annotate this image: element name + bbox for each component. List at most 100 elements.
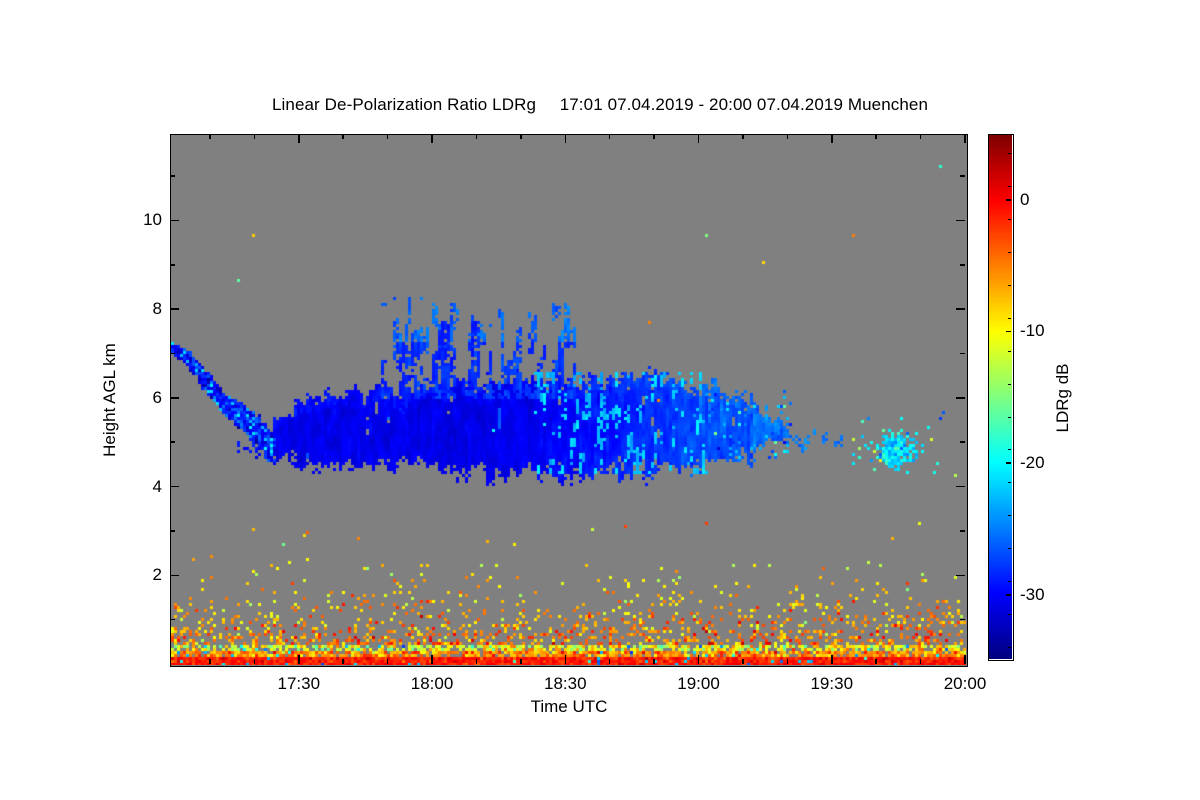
- colorbar-tick-label: -10: [1020, 321, 1045, 341]
- x-tick-minor-top: [475, 134, 478, 139]
- x-tick-minor: [475, 659, 478, 664]
- x-tick-major: [697, 655, 700, 664]
- colorbar-tick-minor: [1008, 482, 1011, 484]
- x-tick-minor-top: [520, 134, 522, 139]
- y-tick-minor-right: [960, 352, 965, 355]
- colorbar-tick-minor: [1008, 186, 1011, 188]
- colorbar-tick-minor: [1008, 449, 1011, 451]
- y-tick-minor: [170, 175, 175, 177]
- y-tick-minor-right: [960, 441, 965, 443]
- x-tick-major: [831, 655, 833, 664]
- colorbar-tick-minor: [1008, 548, 1011, 550]
- y-tick-label: 8: [152, 299, 162, 319]
- colorbar-tick-label: 0: [1020, 189, 1030, 209]
- y-axis-title: Height AGL km: [100, 343, 119, 457]
- x-tick-minor-top: [919, 134, 922, 139]
- y-tick-minor: [170, 352, 175, 355]
- x-axis-title: Time UTC: [530, 697, 608, 716]
- ldr-heatmap-canvas: [171, 135, 966, 665]
- y-tick-major: [170, 485, 179, 488]
- x-tick-major-top: [298, 134, 300, 143]
- x-tick-minor: [875, 659, 877, 664]
- y-tick-minor: [170, 618, 175, 621]
- x-tick-label: 18:00: [410, 674, 454, 693]
- title-time-range: 17:01 07.04.2019 - 20:00 07.04.2019 Muen…: [559, 95, 929, 114]
- colorbar-tick-minor: [1008, 515, 1011, 517]
- x-tick-major: [564, 655, 567, 664]
- x-tick-label: 19:00: [677, 674, 720, 693]
- x-tick-minor: [786, 659, 789, 664]
- y-tick-major: [170, 574, 179, 577]
- colorbar-tick-minor: [1008, 383, 1011, 385]
- x-tick-minor-top: [386, 134, 389, 139]
- y-tick-label: 4: [152, 476, 162, 496]
- y-tick-major-right: [956, 308, 965, 310]
- x-tick-major: [298, 655, 300, 664]
- x-tick-label: 20:00: [943, 674, 987, 693]
- y-tick-label: 6: [152, 387, 162, 407]
- x-tick-minor-top: [742, 134, 744, 139]
- title-variable: Linear De-Polarization Ratio LDRg: [271, 95, 537, 114]
- x-tick-minor-top: [608, 134, 611, 139]
- x-tick-minor-top: [209, 134, 211, 139]
- y-tick-minor: [170, 264, 175, 266]
- plot-area: [170, 134, 968, 667]
- colorbar-tick: [1006, 330, 1011, 333]
- x-tick-minor: [653, 659, 655, 664]
- colorbar-tick: [1006, 462, 1011, 464]
- y-tick-minor-right: [960, 530, 965, 532]
- colorbar-tick-minor: [1008, 284, 1011, 286]
- x-tick-major-top: [831, 134, 833, 143]
- x-tick-major: [964, 655, 966, 664]
- x-tick-minor-top: [786, 134, 789, 139]
- y-tick-major: [170, 308, 179, 310]
- colorbar-gradient: [989, 135, 1012, 659]
- y-tick-minor-right: [960, 175, 965, 177]
- y-tick-major-right: [956, 485, 965, 488]
- x-tick-minor-top: [253, 134, 256, 139]
- y-tick-minor: [170, 530, 175, 532]
- colorbar-tick-minor: [1008, 581, 1011, 583]
- x-tick-major-top: [964, 134, 966, 143]
- x-tick-major: [431, 655, 433, 664]
- y-tick-minor-right: [960, 264, 965, 266]
- y-tick-major-right: [956, 397, 965, 399]
- colorbar-tick-label: -20: [1020, 453, 1045, 473]
- y-tick-major: [170, 397, 179, 399]
- x-tick-minor: [919, 659, 922, 664]
- colorbar-tick-minor: [1008, 646, 1011, 648]
- colorbar-tick-minor: [1008, 251, 1011, 253]
- x-tick-minor: [742, 659, 744, 664]
- colorbar-tick-minor: [1008, 153, 1011, 155]
- x-tick-major-top: [697, 134, 700, 143]
- colorbar-tick: [1006, 594, 1011, 596]
- colorbar-tick-minor: [1008, 317, 1011, 319]
- x-tick-major-top: [431, 134, 433, 143]
- y-tick-minor: [170, 441, 175, 443]
- colorbar-title: LDRg dB: [1053, 363, 1072, 433]
- colorbar-tick-label: -30: [1020, 584, 1045, 604]
- y-tick-major-right: [956, 219, 965, 222]
- x-tick-label: 17:30: [277, 674, 321, 693]
- figure-title: Linear De-Polarization Ratio LDRg 17:01 …: [0, 95, 1200, 115]
- x-tick-minor: [520, 659, 522, 664]
- colorbar-tick-minor: [1008, 350, 1011, 352]
- x-tick-minor: [342, 659, 344, 664]
- y-tick-label: 10: [143, 210, 162, 230]
- y-tick-major-right: [956, 574, 965, 577]
- colorbar-tick-minor: [1008, 614, 1011, 616]
- x-tick-minor: [386, 659, 389, 664]
- x-tick-minor-top: [653, 134, 655, 139]
- colorbar-tick: [1006, 199, 1011, 201]
- colorbar: [988, 134, 1014, 661]
- x-tick-label: 18:30: [543, 674, 587, 693]
- colorbar-tick-minor: [1008, 416, 1011, 418]
- x-tick-minor-top: [875, 134, 877, 139]
- x-tick-minor: [608, 659, 611, 664]
- y-tick-label: 2: [152, 565, 162, 585]
- y-tick-minor-right: [960, 618, 965, 621]
- x-tick-minor: [209, 659, 211, 664]
- x-tick-minor: [253, 659, 256, 664]
- x-tick-label: 19:30: [810, 674, 854, 693]
